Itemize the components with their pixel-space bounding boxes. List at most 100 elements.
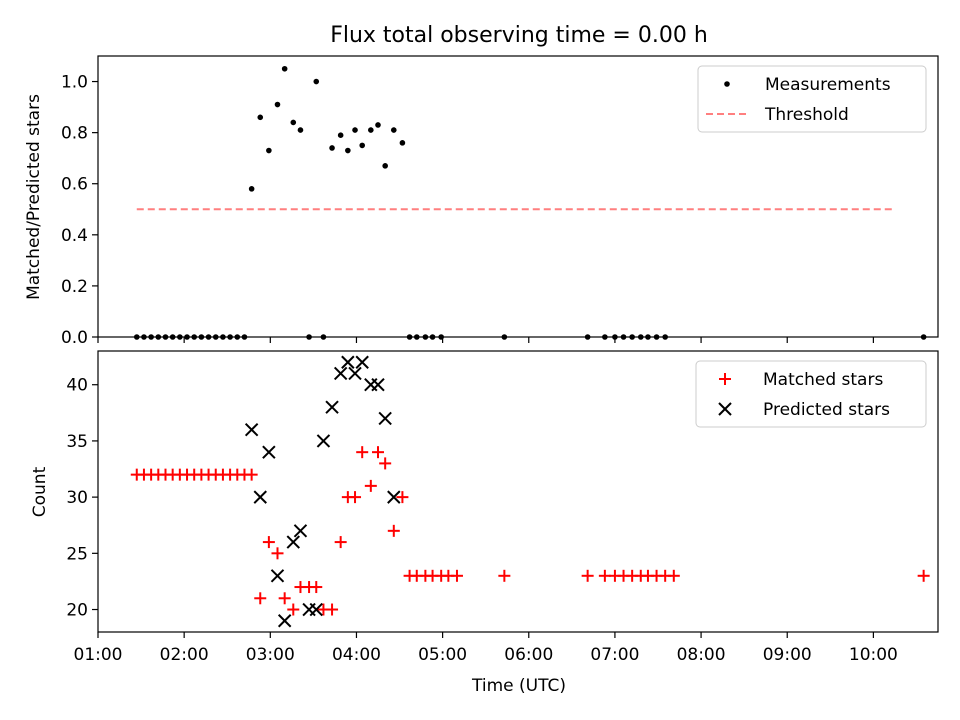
predicted-star-marker <box>348 366 362 381</box>
top-y-tick-label: 1.0 <box>61 73 88 93</box>
x-axis-label: Time (UTC) <box>471 676 566 696</box>
bottom-y-tick-label: 35 <box>66 432 88 452</box>
bottom-y-tick-label: 25 <box>66 544 88 564</box>
top-y-tick-label: 0.2 <box>61 277 88 297</box>
x-tick-label: 04:00 <box>332 645 381 665</box>
matched-star-marker <box>917 569 930 582</box>
top-y-tick-label: 0.6 <box>61 175 88 195</box>
top-legend: Measurements Threshold <box>697 65 927 133</box>
top-subplot: 0.0 0.2 0.4 0.6 0.8 1.0 Matched/Predicted sta… <box>24 55 939 348</box>
measurement-point <box>337 132 344 138</box>
measurement-point <box>368 127 374 133</box>
matched-star-marker <box>581 569 594 582</box>
x-tick-label: 06:00 <box>504 645 553 665</box>
x-tick-label: 08:00 <box>677 645 726 665</box>
matched-star-marker <box>349 491 362 504</box>
predicted-star-marker <box>325 400 339 414</box>
predicted-star-marker <box>387 490 401 504</box>
measurement-point <box>281 65 288 72</box>
matched-star-marker <box>245 468 258 481</box>
predicted-star-marker <box>262 445 276 459</box>
predicted-star-marker <box>309 602 323 617</box>
bottom-subplot: 20 25 30 35 40 01:00 02:00 03:00 04:00 05:00 06:0… <box>30 350 939 696</box>
top-y-axis-label: Matched/Predicted stars <box>24 94 44 300</box>
measurement-point <box>375 122 381 128</box>
top-legend-box <box>697 65 927 133</box>
measurement-point <box>329 145 335 151</box>
measurement-point <box>257 114 264 121</box>
matched-star-marker <box>262 536 275 549</box>
legend-measurements-label: Measurements <box>765 75 891 95</box>
predicted-star-marker <box>293 524 308 538</box>
matched-star-marker <box>271 547 284 560</box>
predicted-star-marker <box>341 355 355 369</box>
legend-matched-marker <box>719 373 731 385</box>
measurement-point <box>390 127 397 133</box>
predicted-star-marker <box>244 422 259 437</box>
matched-star-marker <box>287 603 300 616</box>
bottom-x-axis: 01:00 02:00 03:00 04:00 05:00 06:00 07:00 08:00… <box>74 632 898 665</box>
predicted-star-marker <box>378 411 392 426</box>
bottom-y-tick-label: 30 <box>66 488 88 508</box>
measurement-point <box>345 147 351 154</box>
predicted-star-marker <box>355 355 369 369</box>
bottom-y-tick-label: 40 <box>66 376 88 396</box>
predicted-star-marker <box>371 378 385 392</box>
matched-star-marker <box>450 569 463 582</box>
x-tick-label: 10:00 <box>849 645 898 665</box>
matched-star-marker <box>372 446 384 459</box>
x-tick-label: 09:00 <box>763 645 812 665</box>
legend-measurements-marker <box>724 81 730 87</box>
x-tick-label: 05:00 <box>418 645 467 665</box>
bottom-plot-marks <box>130 355 930 628</box>
predicted-star-marker <box>316 434 331 448</box>
predicted-star-marker <box>286 535 300 549</box>
legend-threshold-label: Threshold <box>764 105 849 125</box>
matched-star-marker <box>667 569 680 582</box>
top-plot-frame <box>97 55 939 338</box>
measurement-point <box>297 127 304 133</box>
legend-predicted-marker <box>718 402 732 416</box>
legend-predicted-label: Predicted stars <box>763 400 890 420</box>
matched-star-marker <box>498 569 511 582</box>
matched-star-marker <box>326 603 339 616</box>
measurement-point <box>399 140 406 146</box>
x-tick-label: 02:00 <box>160 645 209 665</box>
measurement-point <box>274 101 281 108</box>
predicted-star-marker <box>333 366 348 381</box>
bottom-y-axis-label: Count <box>30 466 50 517</box>
matched-star-marker <box>356 446 369 459</box>
matched-star-marker <box>334 536 347 549</box>
x-tick-label: 03:00 <box>246 645 295 665</box>
legend-matched-label: Matched stars <box>763 370 883 390</box>
bottom-plot-frame <box>97 350 939 633</box>
x-tick-label: 07:00 <box>590 645 639 665</box>
predicted-star-marker <box>277 614 292 628</box>
top-y-axis: 0.0 0.2 0.4 0.6 0.8 1.0 <box>61 73 98 348</box>
measurement-point <box>352 127 358 133</box>
predicted-star-marker <box>270 569 285 583</box>
top-y-tick-label: 0.4 <box>61 226 88 246</box>
matched-star-marker <box>310 581 323 594</box>
top-x-ticks <box>97 337 874 343</box>
matched-star-marker <box>364 479 377 492</box>
predicted-star-marker <box>253 490 267 504</box>
figure-title: Flux total observing time = 0.00 h <box>330 23 708 48</box>
matched-star-marker <box>278 592 291 605</box>
matched-star-marker <box>598 569 611 582</box>
matched-star-marker <box>379 457 392 470</box>
measurement-point <box>290 119 297 126</box>
matched-star-marker <box>254 592 267 605</box>
top-y-tick-label: 0.8 <box>61 124 88 144</box>
bottom-legend-box <box>695 360 927 428</box>
top-y-tick-label: 0.0 <box>61 328 88 348</box>
bottom-y-tick-label: 20 <box>66 601 88 621</box>
measurement-point <box>382 163 388 169</box>
bottom-y-axis: 20 25 30 35 40 <box>66 376 98 621</box>
measurement-point <box>359 142 366 149</box>
matched-star-marker <box>387 524 400 537</box>
matched-star-marker <box>396 491 409 504</box>
measurement-point <box>313 78 320 85</box>
measurement-point <box>266 147 272 154</box>
